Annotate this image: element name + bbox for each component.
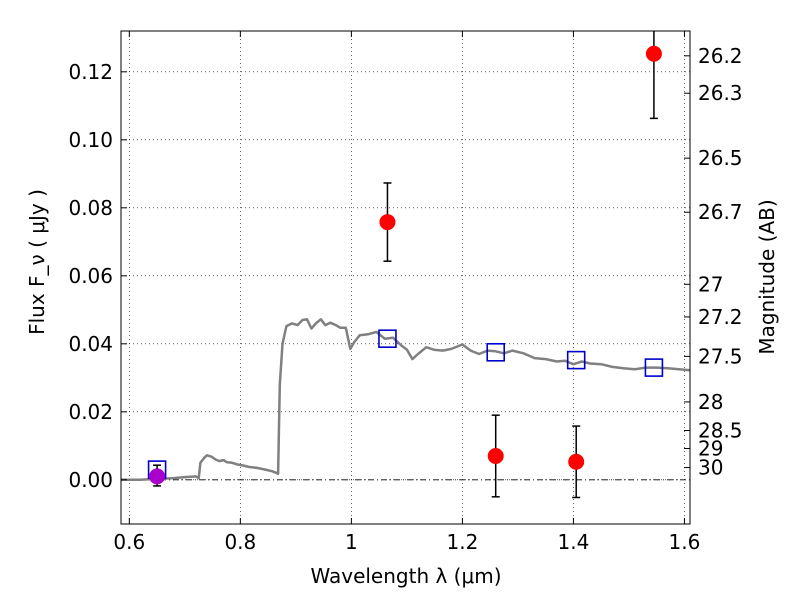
magnitude-tick-label: 26.3: [698, 81, 743, 105]
data-series: [121, 31, 691, 499]
magnitude-tick-label: 28.5: [698, 419, 743, 443]
y-tick-label: 0.04: [68, 332, 113, 356]
x-tick-label: 0.6: [113, 530, 145, 554]
magnitude-tick-label: 27: [698, 272, 723, 296]
magnitude-tick-label: 28: [698, 390, 723, 414]
x-tick-label: 1.4: [558, 530, 590, 554]
observed-flux-point: [645, 45, 662, 62]
observed-flux-point: [379, 214, 396, 231]
model-spectrum-line: [121, 318, 691, 482]
plot-frame: [120, 30, 691, 525]
magnitude-tick-label: 26.2: [698, 44, 743, 68]
observed-flux-point: [149, 468, 166, 485]
model-band-square: [644, 358, 664, 377]
y-tick-label: 0.02: [68, 400, 113, 424]
y-tick-label: 0.12: [68, 60, 113, 84]
grid: [121, 31, 690, 524]
x-tick-label: 1.2: [446, 530, 478, 554]
y-tick-label: 0.00: [68, 468, 113, 492]
right-axis-label: Magnitude (AB): [755, 199, 779, 354]
magnitude-tick-label: 30: [698, 456, 723, 480]
y-axis-label: Flux F_ν ( μJy ): [25, 189, 49, 335]
x-tick-label: 1.6: [669, 530, 701, 554]
y-tick-label: 0.08: [68, 196, 113, 220]
axis-ticks: 0.6 0.8 1 1.2 1.4 1.6 0.00 0.02 0.04 0.06 0.08 0.10…: [68, 31, 743, 554]
magnitude-tick-label: 27.2: [698, 305, 743, 329]
y-tick-label: 0.06: [68, 264, 113, 288]
model-band-square: [566, 350, 586, 370]
model-band-square: [378, 329, 397, 349]
x-tick-label: 0.8: [224, 530, 256, 554]
x-axis-label: Wavelength λ (μm): [310, 564, 501, 588]
observed-flux-point: [487, 448, 504, 464]
y-tick-label: 0.10: [68, 128, 113, 152]
magnitude-tick-label: 27.5: [698, 344, 743, 368]
model-band-square: [486, 342, 506, 362]
observed-flux-point: [568, 453, 585, 470]
magnitude-tick-label: 26.5: [698, 146, 743, 170]
magnitude-tick-label: 29: [698, 437, 723, 461]
x-tick-label: 1: [345, 530, 358, 554]
magnitude-tick-label: 26.7: [698, 200, 743, 224]
